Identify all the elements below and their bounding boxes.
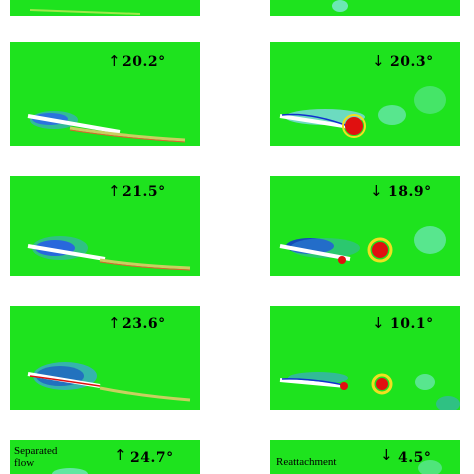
panel-R2: ↓ 18.9° [270, 176, 460, 276]
vorticity-field [29, 9, 141, 15]
angle-label: 24.7° [130, 450, 174, 466]
vorticity-field [279, 372, 460, 410]
direction-arrow-icon: ↑ [108, 52, 121, 70]
reattachment-label: Reattachment [276, 456, 337, 468]
angle-label: 21.5° [122, 184, 166, 200]
angle-label: 20.2° [122, 54, 166, 70]
panel-L4: Separated flow ↑ 24.7° [10, 440, 200, 474]
direction-arrow-icon: ↓ [370, 182, 383, 200]
vorticity-field [27, 111, 186, 143]
separated-flow-label: Separated flow [14, 445, 58, 469]
panel-top-right [270, 0, 460, 16]
direction-arrow-icon: ↓ [380, 446, 393, 464]
direction-arrow-icon: ↑ [114, 446, 127, 464]
panel-L1: ↑ 20.2° [10, 42, 200, 146]
angle-label: 20.3° [390, 54, 434, 70]
panel-R1: ↓ 20.3° [270, 42, 460, 146]
panel-R3: ↓ 10.1° [270, 306, 460, 410]
panel-L2: ↑ 21.5° [10, 176, 200, 276]
panel-L3: ↑ 23.6° [10, 306, 200, 410]
angle-label: 18.9° [388, 184, 432, 200]
angle-label: 4.5° [398, 450, 432, 466]
direction-arrow-icon: ↓ [372, 52, 385, 70]
vorticity-field [279, 226, 446, 264]
direction-arrow-icon: ↓ [372, 314, 385, 332]
panel-top-left [10, 0, 200, 16]
vorticity-field [332, 0, 348, 12]
vorticity-field [52, 468, 88, 474]
angle-label: 10.1° [390, 316, 434, 332]
direction-arrow-icon: ↑ [108, 182, 121, 200]
vorticity-field [418, 460, 442, 474]
angle-label: 23.6° [122, 316, 166, 332]
vorticity-field [27, 236, 191, 271]
panel-R4: Reattachment ↓ 4.5° [270, 440, 460, 474]
direction-arrow-icon: ↑ [108, 314, 121, 332]
vorticity-field [27, 362, 191, 402]
vorticity-field [279, 86, 446, 138]
